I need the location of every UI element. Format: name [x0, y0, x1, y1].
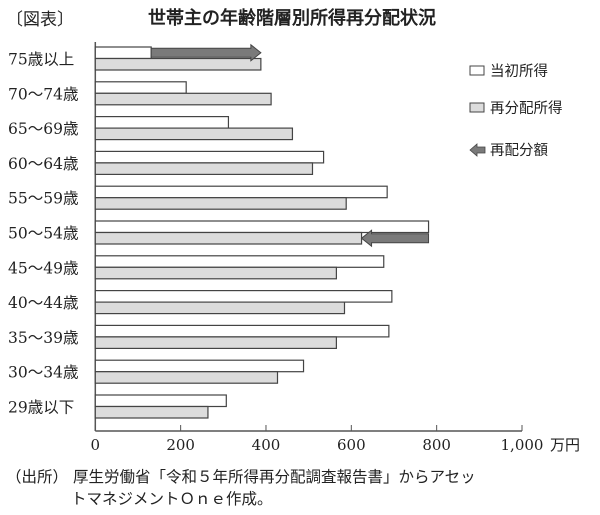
- x-tick-label: 800: [422, 436, 451, 454]
- category-label: 60〜64歳: [8, 155, 78, 173]
- bar-redistributed-income: [94, 197, 347, 210]
- category-label: 70〜74歳: [8, 85, 78, 103]
- category-label: 35〜39歳: [8, 329, 78, 347]
- bar-initial-income: [94, 255, 385, 268]
- x-tick-label: 1,000: [501, 436, 544, 454]
- category-label: 30〜34歳: [8, 364, 78, 382]
- bar-initial-income: [94, 359, 305, 373]
- chart-title: 世帯主の年齢階層別所得再分配状況: [148, 8, 436, 29]
- legend-label-redistributed-income: 再分配所得: [490, 100, 563, 117]
- bar-initial-income: [94, 81, 187, 94]
- source-line1: 厚生労働省「令和５年所得再分配調査報告書」からアセッ: [72, 468, 476, 486]
- x-tick-label: 200: [166, 436, 195, 454]
- category-label: 50〜54歳: [8, 225, 78, 243]
- bar-initial-income: [94, 220, 430, 234]
- bar-redistributed-income: [94, 266, 337, 280]
- bar-redistributed-income: [94, 92, 272, 106]
- bar-initial-income: [94, 324, 390, 338]
- redistribution-arrow: [360, 229, 430, 248]
- category-label: 65〜69歳: [8, 120, 78, 138]
- bar-initial-income: [94, 394, 227, 408]
- x-unit-label: 万円: [550, 436, 580, 454]
- figure-label: 〔図表〕: [6, 10, 74, 30]
- bar-redistributed-income: [94, 231, 363, 245]
- category-label: 45〜49歳: [8, 259, 78, 277]
- x-tick-label: 600: [337, 436, 366, 454]
- category-label: 29歳以下: [8, 399, 74, 417]
- x-tick-label: 0: [91, 436, 101, 454]
- legend-label-redistribution: 再配分額: [490, 142, 548, 159]
- bar-redistributed-income: [94, 371, 279, 384]
- source-note: （出所） 厚生労働省「令和５年所得再分配調査報告書」からアセッ トマネジメントＯ…: [6, 466, 476, 510]
- source-line2: トマネジメントＯｎｅ作成。: [71, 490, 273, 508]
- x-tick-label: 400: [252, 436, 281, 454]
- bar-redistributed-income: [94, 405, 209, 419]
- bar-redistributed-income: [94, 301, 346, 315]
- category-label: 55〜59歳: [8, 190, 78, 208]
- bar-redistributed-income: [94, 336, 337, 349]
- legend-arrow-icon: [469, 143, 486, 157]
- bar-redistributed-income: [94, 162, 314, 175]
- bar-redistributed-income: [94, 127, 294, 141]
- redistribution-arrow: [150, 43, 262, 62]
- bar-initial-income: [94, 290, 393, 303]
- bar-redistributed-income: [94, 57, 262, 71]
- bar-initial-income: [94, 150, 325, 164]
- legend-swatch-initial-income: [469, 65, 485, 76]
- bar-initial-income: [94, 115, 230, 129]
- category-label: 75歳以上: [8, 51, 74, 69]
- bar-initial-income: [94, 46, 152, 60]
- source-label: （出所）: [6, 468, 69, 486]
- legend-label-initial-income: 当初所得: [490, 63, 548, 80]
- bar-initial-income: [94, 185, 388, 199]
- legend-swatch-redistributed-income: [469, 102, 485, 113]
- category-label: 40〜44歳: [8, 294, 78, 312]
